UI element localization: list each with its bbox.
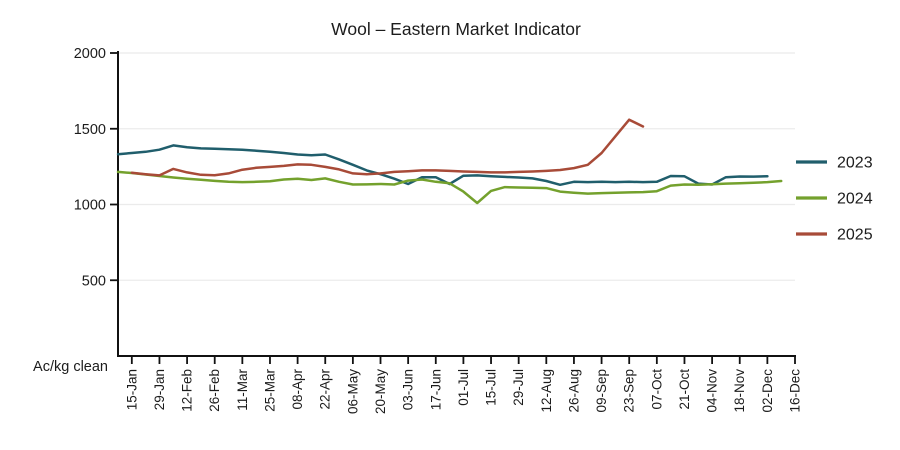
x-tick-label: 21-Oct [677,369,692,410]
gridlines [118,52,795,281]
x-tick-label: 29-Jan [152,369,167,410]
y-tick-label: 1000 [74,198,106,214]
x-tick-label: 06-May [345,369,360,414]
x-tick-label: 15-Jul [484,369,499,406]
axes: 500 1000 1500 2000 15-Jan 29-Jan 12-Feb 26-Feb 1… [74,46,803,414]
series-line-2023 [116,144,769,187]
legend-label-2024: 2024 [837,191,873,208]
x-tick-label: 23-Sep [622,369,637,413]
x-tick-label: 15-Jan [124,369,139,410]
x-tick-label: 04-Nov [705,369,720,413]
y-tick-label: 500 [82,273,106,289]
x-tick-label: 18-Nov [732,369,747,413]
x-tick-label: 11-Mar [235,369,250,411]
x-tick-label: 26-Aug [566,369,581,413]
x-tick-label: 22-Apr [318,369,333,410]
x-tick-label: 20-May [373,369,388,414]
x-tick-label: 26-Feb [207,369,222,412]
x-tick-label: 03-Jun [401,369,416,410]
legend-item-2023: 2023 [796,155,873,172]
x-tick-label: 12-Aug [539,369,554,413]
legend-item-2025: 2025 [796,227,873,244]
x-tick-label: 17-Jun [428,369,443,410]
x-tick-label: 01-Jul [456,369,471,406]
y-tick-label: 2000 [74,46,106,62]
x-tick-label: 16-Dec [788,369,803,413]
legend: 2023 2024 2025 [796,155,873,244]
x-tick-label: 29-Jul [511,369,526,406]
chart-title: Wool – Eastern Market Indicator [331,19,581,39]
legend-label-2023: 2023 [837,155,873,172]
x-tick-label: 07-Oct [649,369,664,410]
x-tick-label: 08-Apr [290,369,305,410]
y-axis-unit-label: Ac/kg clean [33,359,108,375]
legend-item-2024: 2024 [796,191,873,208]
series-lines [116,118,783,205]
x-tick-label: 12-Feb [180,369,195,412]
series-line-2024 [116,170,783,205]
series-line-2025 [130,118,645,177]
x-tick-label: 25-Mar [262,369,277,412]
x-tick-label: 09-Sep [594,369,609,413]
y-tick-label: 1500 [74,122,106,138]
x-tick-label: 02-Dec [760,369,775,413]
legend-label-2025: 2025 [837,227,873,244]
